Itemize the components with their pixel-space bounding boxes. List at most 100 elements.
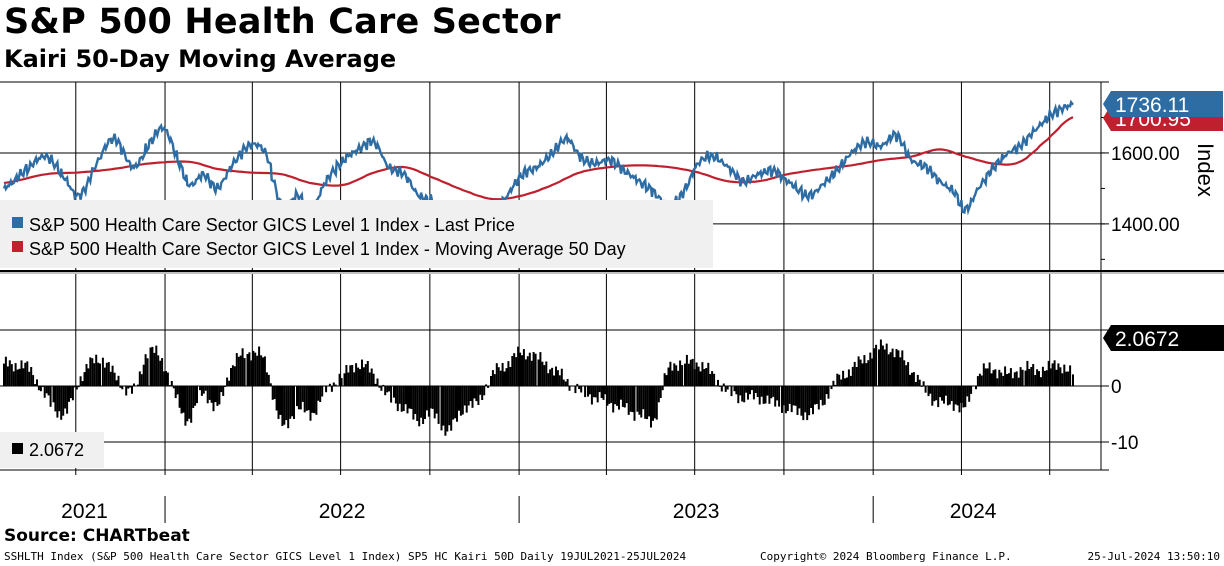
kairi-bar <box>212 386 215 412</box>
kairi-bar <box>669 361 672 386</box>
kairi-bar <box>1041 366 1044 386</box>
kairi-bar <box>697 366 700 386</box>
kairi-bar <box>846 377 848 386</box>
kairi-bar <box>724 386 727 392</box>
kairi-bar <box>87 368 90 386</box>
kairi-bar <box>887 354 890 386</box>
kairi-bar <box>28 371 31 386</box>
kairi-bar <box>307 386 310 411</box>
kairi-bar <box>691 358 694 386</box>
kairi-bar <box>1030 367 1033 386</box>
kairi-bar <box>1065 371 1068 386</box>
kairi-bar <box>467 386 470 406</box>
kairi-bar <box>12 371 15 386</box>
kairi-bar <box>1045 370 1048 386</box>
kairi-bar <box>685 354 688 386</box>
kairi-bar <box>817 386 820 410</box>
kairi-bar <box>693 369 696 386</box>
kairi-bar <box>243 358 246 386</box>
kairi-bar <box>359 369 361 386</box>
kairi-bar <box>127 386 130 389</box>
kairi-bar <box>452 386 455 420</box>
kairi-bar <box>909 374 911 386</box>
kairi-bar <box>784 386 787 414</box>
kairi-bar <box>398 386 401 404</box>
kairi-bar <box>895 349 898 386</box>
kairi-bar <box>713 373 716 386</box>
kairi-bar <box>764 386 767 404</box>
kairi-bar <box>355 363 358 386</box>
kairi-bar <box>549 369 552 386</box>
kairi-bar <box>590 386 593 405</box>
kairi-bar <box>408 386 411 409</box>
kairi-bar <box>305 386 308 411</box>
chart-frame <box>0 81 1224 471</box>
kairi-bar <box>677 370 680 386</box>
kairi-bar <box>687 363 690 386</box>
kairi-bar <box>442 386 445 426</box>
kairi-bar <box>1047 360 1050 386</box>
kairi-bar <box>20 360 23 386</box>
kairi-bar <box>469 386 472 401</box>
kairi-bar <box>861 363 864 386</box>
kairi-bar <box>568 386 571 391</box>
last-value-kairi-bg <box>1103 325 1224 351</box>
kairi-bar <box>730 386 733 397</box>
kairi-bar <box>912 372 915 386</box>
kairi-bar <box>653 386 656 419</box>
kairi-bar <box>879 339 882 386</box>
kairi-bar <box>547 373 550 386</box>
kairi-bar <box>380 386 383 391</box>
kairi-bar <box>790 386 793 413</box>
kairi-bar <box>99 363 101 386</box>
last-value-price-bg <box>1103 91 1223 117</box>
kairi-bar <box>511 356 514 386</box>
kairi-bar <box>220 386 223 393</box>
kairi-bar <box>85 364 88 386</box>
kairi-bar <box>368 372 371 386</box>
kairi-bar <box>931 386 934 406</box>
kairi-bar <box>386 386 389 393</box>
kairi-bar <box>36 379 38 386</box>
kairi-bar <box>161 358 164 386</box>
kairi-bar <box>507 361 510 386</box>
kairi-bar <box>863 355 866 386</box>
kairi-bar <box>374 383 377 386</box>
kairi-bar <box>600 386 603 398</box>
kairi-bar <box>889 352 892 386</box>
kairi-bar <box>823 386 826 405</box>
x-axis-label: 2023 <box>673 500 720 523</box>
kairi-bar <box>235 353 238 386</box>
kairi-bar <box>663 373 666 386</box>
kairi-bar <box>988 362 991 386</box>
kairi-bar <box>929 386 932 394</box>
kairi-bar <box>659 386 662 398</box>
kairi-bar <box>117 375 120 386</box>
kairi-bar <box>6 366 9 386</box>
kairi-bar <box>458 386 460 411</box>
kairi-bar <box>608 386 611 404</box>
kairi-bar <box>30 367 33 386</box>
footer-timestamp: 25-Jul-2024 13:50:10 <box>1087 550 1220 563</box>
kairi-bar <box>604 386 607 395</box>
kairi-bar <box>241 348 244 386</box>
kairi-bar <box>277 386 280 419</box>
kairi-bar <box>142 364 145 386</box>
kairi-bar <box>176 386 179 395</box>
kairi-bar <box>741 386 744 402</box>
kairi-bar <box>1038 371 1040 386</box>
kairi-bar <box>256 355 259 386</box>
kairi-bar <box>376 378 379 386</box>
kairi-bar <box>937 386 940 408</box>
kairi-bar <box>252 350 255 386</box>
kairi-bar <box>202 386 205 394</box>
kairi-bar <box>340 378 343 386</box>
kairi-bar <box>1049 368 1052 386</box>
kairi-bar <box>199 386 201 391</box>
kairi-bar <box>165 371 167 386</box>
legend-label-kairi: 2.0672 <box>29 440 84 460</box>
kairi-bar <box>237 356 240 386</box>
kairi-bar <box>905 365 908 386</box>
kairi-bar <box>752 386 755 400</box>
kairi-bar <box>291 386 294 417</box>
